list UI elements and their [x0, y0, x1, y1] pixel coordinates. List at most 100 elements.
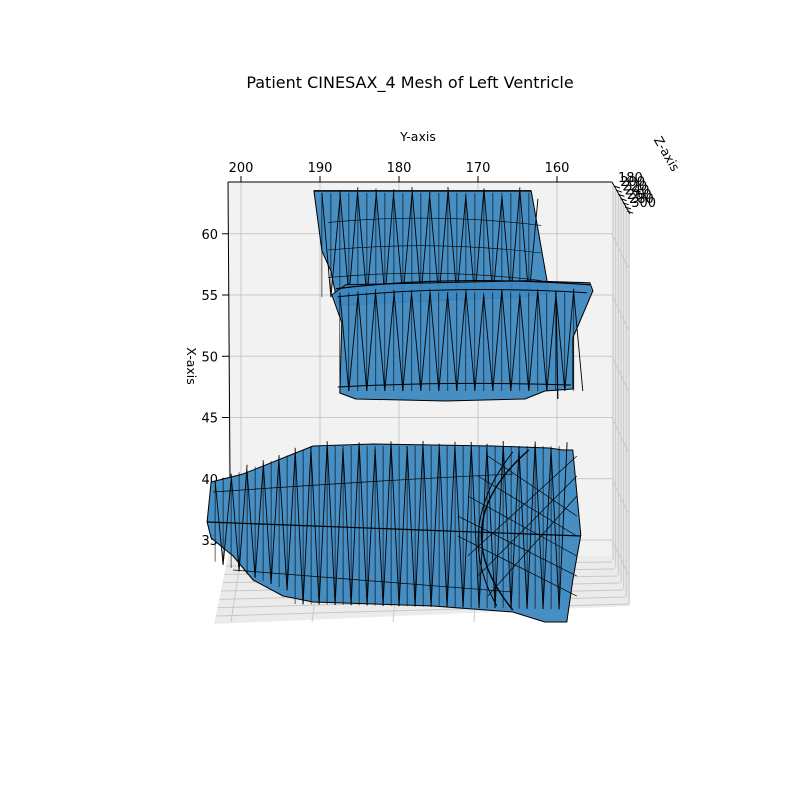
upper-mesh-d18	[483, 188, 494, 298]
lower-cap-fan-5	[467, 455, 578, 557]
lower-mesh-d26	[422, 447, 432, 607]
middle-mesh-d9	[420, 294, 431, 392]
upper-mesh-d20	[501, 196, 512, 298]
lower-cap-fan-1	[477, 475, 577, 537]
middle-mesh-d22	[537, 291, 548, 392]
middle-segment-surface	[331, 280, 594, 402]
lower-end-cap-arc	[480, 449, 530, 611]
middle-mesh-d0	[339, 292, 350, 392]
upper-mesh-d13	[438, 192, 449, 298]
lower-mesh-d39	[526, 444, 536, 609]
x-axis-label: X-axis	[184, 347, 199, 385]
x-tick-label-2: 50	[201, 350, 218, 365]
x-tick-label-0: 60	[201, 228, 218, 243]
middle-mesh-d15	[474, 294, 485, 392]
side-grid-x-1	[611, 294, 629, 330]
upper-mesh-d1	[330, 198, 341, 298]
z-tick-label-1: 200	[620, 175, 645, 190]
upper-mesh-d0	[321, 192, 332, 298]
upper-contour-3	[327, 272, 542, 281]
lower-mesh-d5	[254, 467, 264, 578]
lower-mesh-d17	[350, 443, 360, 606]
lower-mesh-d6	[262, 460, 272, 585]
middle-mesh-d20	[519, 294, 530, 392]
middle-mesh-d18	[501, 289, 512, 392]
lower-mesh-d15	[334, 447, 344, 605]
middle-mesh-d16	[483, 296, 494, 392]
y-ticks: 200 190 180 170 160	[229, 161, 570, 182]
z-tick-mark-6	[627, 210, 634, 214]
upper-contour-1	[327, 217, 542, 226]
lower-mesh-d22	[390, 444, 400, 607]
lower-mesh-d18	[358, 442, 368, 606]
lower-mesh-d43	[558, 442, 568, 610]
upper-mesh-d21	[510, 187, 521, 298]
middle-mesh-d21	[528, 289, 539, 392]
y-tick-label-0: 200	[229, 161, 254, 176]
lower-contour-1	[213, 473, 513, 493]
upper-mesh-d4	[357, 195, 368, 298]
y-tick-label-1: 190	[308, 161, 333, 176]
lower-cap-fan-0	[487, 455, 577, 517]
middle-mesh-d11	[438, 292, 449, 392]
z-tick-label-5: 280	[629, 192, 654, 207]
x-axis-line	[227, 181, 231, 479]
mesh	[206, 187, 594, 623]
lower-mesh-d14	[326, 441, 336, 605]
x-tick-label-1: 55	[201, 289, 218, 304]
lower-cap-fan-7	[487, 495, 578, 597]
upper-mesh-d7	[384, 189, 395, 298]
middle-mesh-d8	[411, 296, 422, 392]
middle-mesh-d6	[393, 289, 404, 392]
upper-mesh-d5	[366, 197, 377, 298]
middle-top-ridge	[335, 279, 590, 290]
middle-mesh-d7	[402, 290, 413, 392]
upper-mesh-d14	[447, 187, 458, 298]
upper-mesh-d8	[393, 197, 404, 298]
upper-contour-2	[327, 245, 542, 254]
z-tick-mark-0	[613, 185, 621, 189]
lower-mesh-d42	[550, 449, 560, 610]
lower-mesh-d40	[534, 441, 544, 610]
middle-mesh-d3	[366, 289, 377, 392]
lower-mesh-d24	[406, 446, 416, 607]
side-grid-x-3	[611, 417, 629, 452]
z-tick-label-6: 300	[631, 196, 656, 211]
lower-mesh-d36	[502, 440, 512, 609]
middle-mesh-d24	[555, 292, 566, 392]
lower-central-seam	[207, 521, 581, 537]
lower-mesh-d37	[510, 446, 520, 609]
lower-mesh-d27	[430, 450, 440, 607]
z-axis-label: Z-axis	[651, 134, 683, 174]
upper-mesh-d15	[456, 194, 467, 298]
z-tick-mark-5	[624, 206, 632, 210]
upper-mesh-d3	[348, 187, 359, 298]
middle-mesh-d25	[564, 288, 575, 392]
z-axis-line	[611, 181, 631, 215]
middle-mesh-d26	[573, 293, 584, 392]
middle-mesh-d12	[447, 296, 458, 392]
middle-mesh-d10	[429, 288, 440, 392]
y-tick-label-4: 160	[545, 161, 570, 176]
z-tick-label-3: 240	[625, 184, 650, 199]
lower-mesh-d7	[270, 455, 280, 585]
upper-mesh-d11	[420, 191, 431, 298]
lower-mesh-d25	[414, 440, 424, 607]
side-grid-x-4	[611, 478, 629, 513]
lower-contour-2	[233, 569, 513, 593]
upper-mesh-d22	[519, 191, 530, 298]
z-tick-mark-1	[616, 189, 623, 193]
lower-cap-fan-4	[457, 535, 577, 597]
lower-mesh-d3	[238, 464, 248, 572]
middle-top-ridge-2	[337, 289, 587, 298]
middle-mesh-d17	[492, 290, 503, 392]
x-tick-label-3: 45	[201, 412, 218, 427]
middle-mesh-d13	[456, 292, 467, 392]
lower-mesh-d12	[310, 451, 320, 605]
lower-mesh-d8	[278, 462, 288, 591]
upper-mesh-d10	[411, 187, 422, 298]
lower-mesh-d21	[382, 441, 392, 606]
z-tick-mark-4	[622, 202, 629, 206]
